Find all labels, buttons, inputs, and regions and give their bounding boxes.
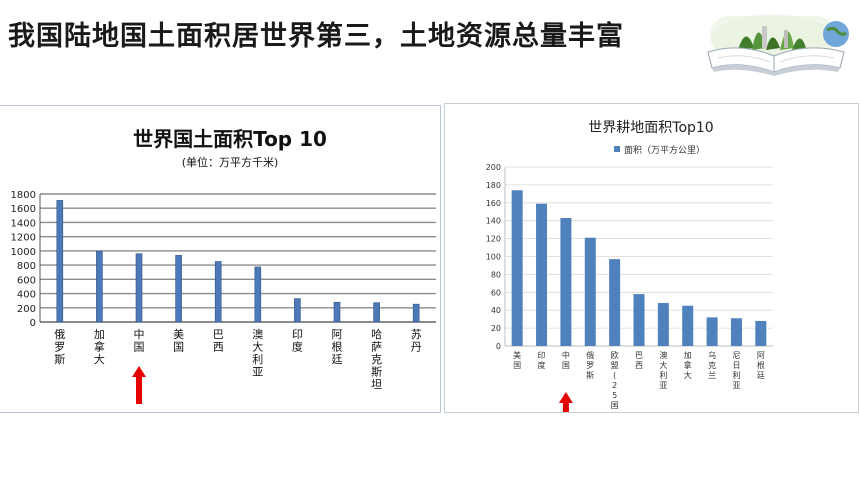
y-tick-label: 160: [486, 199, 501, 208]
bar: [56, 200, 64, 323]
y-tick-label: 0: [30, 318, 36, 329]
bar: [584, 237, 596, 346]
plot-area: 0 200 400 600 800 1000 1200 1400 1600 1800 俄罗斯 加拿大 中…: [11, 190, 436, 404]
x-tick-label: 美国: [513, 350, 521, 370]
bar: [175, 255, 182, 323]
bar: [657, 303, 669, 346]
y-tick-label: 800: [17, 261, 36, 272]
x-tick-label: 中国: [134, 328, 145, 354]
bar: [214, 261, 222, 323]
x-tick-label: 澳大利亚: [252, 328, 263, 379]
x-tick-label: 巴西: [635, 351, 643, 370]
bar: [254, 266, 262, 323]
bar: [755, 320, 767, 346]
y-tick-label: 200: [17, 304, 36, 315]
bar: [96, 250, 103, 323]
bar: [373, 302, 380, 323]
y-tick-label: 1200: [11, 233, 36, 244]
x-tick-label: 俄罗斯: [54, 328, 65, 366]
bar: [536, 203, 548, 346]
legend-entry: 面积（万平方公里）: [624, 144, 705, 156]
y-tick-label: 1400: [11, 218, 36, 229]
y-tick-label: 0: [496, 342, 501, 351]
y-tick-label: 1800: [11, 190, 36, 201]
y-tick-label: 140: [486, 217, 501, 226]
bar: [706, 317, 718, 346]
x-tick-label: 加拿大: [94, 328, 105, 366]
bar: [294, 298, 301, 323]
y-tick-label: 1600: [11, 204, 36, 215]
x-tick-label: 苏丹: [411, 328, 422, 354]
bar: [333, 301, 341, 323]
bar: [511, 190, 523, 346]
chart-subtitle: (单位：万平方千米): [182, 155, 279, 169]
x-tick-label: 俄罗斯: [586, 350, 594, 380]
bar: [730, 318, 742, 346]
y-tick-label: 600: [17, 275, 36, 286]
land-area-bar-chart: 世界国土面积Top 10 (单位：万平方千米) 0 200 400 600 800 100…: [11, 127, 436, 404]
y-tick-label: 180: [486, 181, 501, 190]
y-tick-label: 60: [491, 288, 501, 297]
x-tick-label: 阿根廷: [332, 328, 343, 366]
x-tick-label: 加拿大: [684, 350, 692, 380]
highlight-arrow: [558, 392, 573, 412]
x-tick-label: 印度: [292, 328, 303, 354]
bar: [135, 253, 143, 323]
y-tick-label: 40: [491, 306, 501, 315]
x-tick-label: 哈萨克斯坦: [371, 328, 382, 391]
x-tick-label: 欧盟(25国): [611, 350, 619, 412]
bar: [609, 259, 621, 346]
chart-title: 世界耕地面积Top10: [588, 119, 713, 136]
x-tick-label: 美国: [173, 328, 184, 354]
slide-title: 我国陆地国土面积居世界第三，土地资源总量丰富: [8, 21, 624, 52]
x-tick-label: 尼日利亚: [732, 351, 740, 390]
highlight-arrow: [132, 366, 146, 404]
x-tick-label: 阿根廷: [757, 351, 765, 380]
legend-swatch: [614, 146, 620, 152]
x-tick-label: 中国: [562, 350, 570, 370]
y-tick-label: 100: [486, 253, 501, 262]
chart-title: 世界国土面积Top 10: [133, 127, 327, 151]
y-tick-label: 1000: [11, 247, 36, 258]
y-tick-label: 120: [486, 235, 501, 244]
open-book-icon: [707, 14, 849, 76]
land-area-chart-panel: 世界国土面积Top 10 (单位：万平方千米) 0 200 400 600 800 100…: [0, 105, 441, 413]
farmland-area-bar-chart: 世界耕地面积Top10 面积（万平方公里） 0 20 40 60 80 100 120 140…: [486, 119, 773, 412]
bar: [560, 218, 572, 346]
x-tick-label: 乌克兰: [708, 350, 716, 380]
y-tick-label: 80: [491, 270, 501, 279]
x-tick-label: 澳大利亚: [659, 350, 667, 390]
x-tick-label: 印度: [538, 351, 546, 370]
y-tick-label: 400: [17, 290, 36, 301]
bar: [412, 303, 420, 323]
bar: [633, 294, 645, 346]
bar: [682, 305, 694, 346]
farmland-area-chart-panel: 世界耕地面积Top10 面积（万平方公里） 0 20 40 60 80 100 120 140…: [444, 103, 859, 413]
x-tick-label: 巴西: [213, 328, 224, 354]
y-tick-label: 200: [486, 163, 501, 172]
y-tick-label: 20: [491, 324, 501, 333]
